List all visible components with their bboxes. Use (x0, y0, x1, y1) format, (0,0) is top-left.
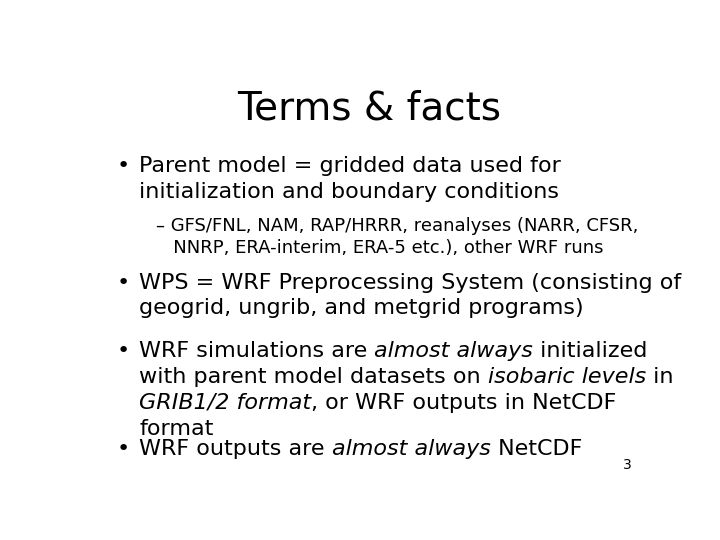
Text: almost always: almost always (374, 341, 534, 361)
Text: in: in (646, 367, 674, 387)
Text: •: • (117, 156, 130, 176)
Text: – GFS/FNL, NAM, RAP/HRRR, reanalyses (NARR, CFSR,
   NNRP, ERA-interim, ERA-5 et: – GFS/FNL, NAM, RAP/HRRR, reanalyses (NA… (156, 217, 638, 258)
Text: GRIB1/2 format: GRIB1/2 format (139, 393, 311, 413)
Text: almost always: almost always (332, 439, 490, 459)
Text: •: • (117, 439, 130, 459)
Text: WPS = WRF Preprocessing System (consisting of
geogrid, ungrib, and metgrid progr: WPS = WRF Preprocessing System (consisti… (139, 273, 681, 318)
Text: •: • (117, 341, 130, 361)
Text: •: • (117, 273, 130, 293)
Text: Terms & facts: Terms & facts (237, 90, 501, 128)
Text: initialized: initialized (534, 341, 648, 361)
Text: format: format (139, 418, 213, 438)
Text: WRF simulations are: WRF simulations are (139, 341, 374, 361)
Text: isobaric levels: isobaric levels (488, 367, 646, 387)
Text: 3: 3 (623, 458, 631, 472)
Text: with parent model datasets on: with parent model datasets on (139, 367, 488, 387)
Text: WRF outputs are: WRF outputs are (139, 439, 332, 459)
Text: Parent model = gridded data used for
initialization and boundary conditions: Parent model = gridded data used for ini… (139, 156, 561, 202)
Text: NetCDF: NetCDF (490, 439, 582, 459)
Text: , or WRF outputs in NetCDF: , or WRF outputs in NetCDF (311, 393, 616, 413)
